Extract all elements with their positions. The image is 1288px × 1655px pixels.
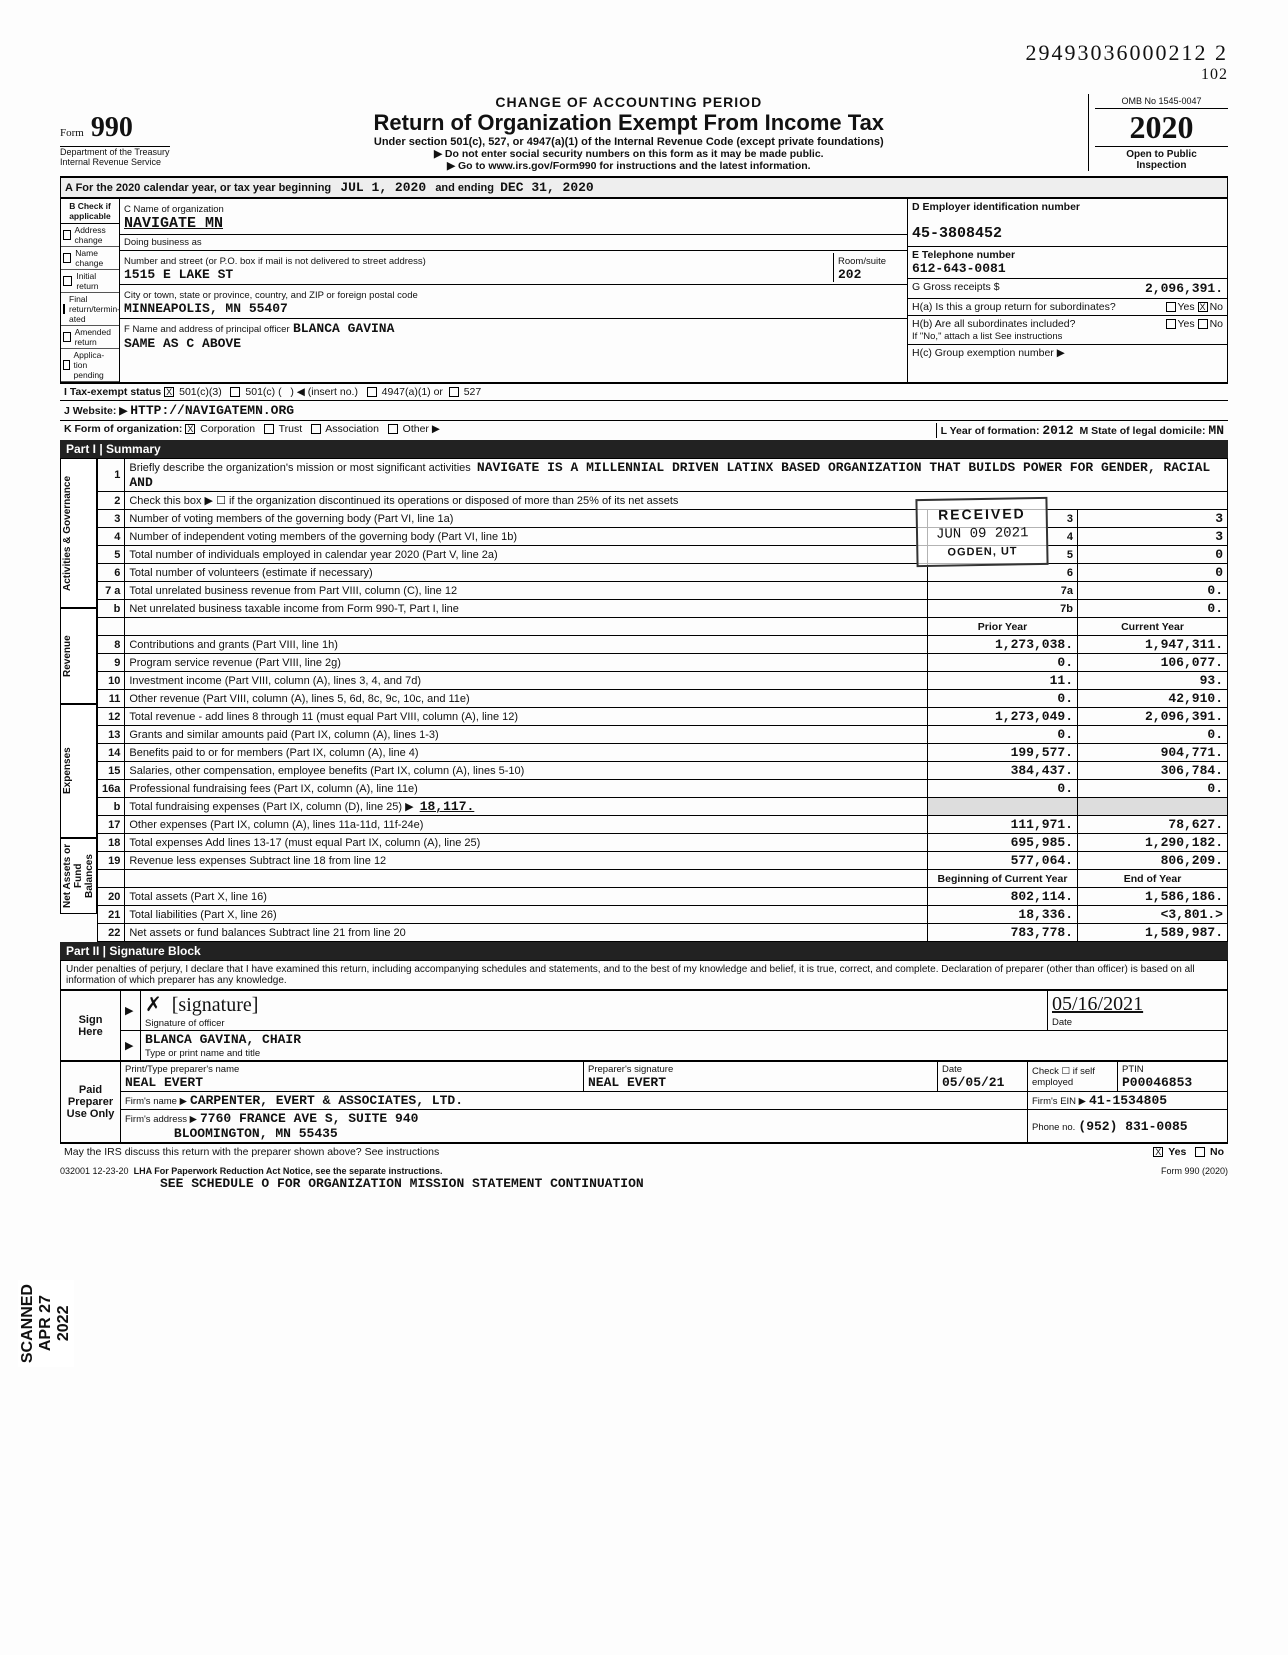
stamp-main: 29493036000212 2 [1026,40,1229,65]
room: 202 [838,267,861,282]
hb: H(b) Are all subordinates included? [912,318,1075,330]
line2: Check this box ▶ ☐ if the organization d… [125,492,1228,510]
e-label: E Telephone number [912,249,1015,261]
ha: H(a) Is this a group return for subordin… [912,301,1116,313]
city: MINNEAPOLIS, MN 55407 [124,301,288,316]
note2: ▶ Go to www.irs.gov/Form990 for instruct… [180,160,1078,172]
discuss-line: May the IRS discuss this return with the… [60,1143,1228,1160]
b-app[interactable]: Applica-tion pending [74,350,117,380]
website: HTTP://NAVIGATEMN.ORG [130,403,294,418]
firm-addr2: BLOOMINGTON, MN 55435 [174,1126,338,1141]
vlabel-netassets: Net Assets or Fund Balances [60,838,97,914]
tax-year: 2020 [1095,109,1228,146]
footer: 032001 12-23-20 LHA For Paperwork Reduct… [60,1160,1228,1176]
col-right: D Employer identification number 45-3808… [908,198,1228,383]
dept: Department of the Treasury Internal Reve… [60,146,170,167]
received-stamp: RECEIVED JUN 09 2021 OGDEN, UT [915,497,1049,567]
row-a-prefix: A For the 2020 calendar year, or tax yea… [65,182,331,194]
b-final[interactable]: Final return/termin-ated [69,294,120,324]
b-init[interactable]: Initial return [76,271,117,291]
col-c: C Name of organization NAVIGATE MN Doing… [120,198,908,383]
form-label: Form [60,127,84,139]
org-name: NAVIGATE MN [124,215,223,232]
row-a: A For the 2020 calendar year, or tax yea… [60,177,1228,198]
row-a-mid: and ending [435,182,494,194]
b-amend[interactable]: Amended return [75,327,117,347]
part1-body: Activities & Governance Revenue Expenses… [60,458,1228,942]
dba-label: Doing business as [120,235,907,251]
part2-header: Part II | Signature Block [60,942,1228,960]
prep-date: 05/05/21 [942,1075,1004,1090]
hb-note: If "No," attach a list See instructions [912,331,1062,342]
form-number-block: Form 990 Department of the Treasury Inte… [60,94,170,167]
change-period: CHANGE OF ACCOUNTING PERIOD [180,94,1078,110]
b-hdr: B Check if applicable [61,199,119,224]
preparer-table: Paid Preparer Use Only Print/Type prepar… [60,1061,1228,1143]
stamp-topright: 29493036000212 2 102 [60,40,1228,84]
line-k: K Form of organization: X Corporation Tr… [60,420,1228,440]
officer-name: BLANCA GAVINA, CHAIR [145,1032,301,1047]
sched-o: SEE SCHEDULE O FOR ORGANIZATION MISSION … [60,1176,1228,1191]
vlabel-expenses: Expenses [60,704,97,838]
sig-date: 05/16/2021 [1052,993,1143,1015]
hc: H(c) Group exemption number ▶ [908,345,1227,361]
header-titles: CHANGE OF ACCOUNTING PERIOD Return of Or… [180,94,1078,172]
stamp-sub: 102 [60,66,1228,84]
b-name[interactable]: Name change [75,248,117,268]
ein: 45-3808452 [912,225,1002,242]
g-label: G Gross receipts $ [912,281,1145,296]
addr-label: Number and street (or P.O. box if mail i… [124,256,426,267]
prep-sig: NEAL EVERT [588,1075,666,1090]
section-bcd: B Check if applicable Address change Nam… [60,198,1228,383]
part1-header: Part I | Summary [60,440,1228,458]
firm-phone: (952) 831-0085 [1078,1119,1187,1134]
paid-label: Paid Preparer Use Only [61,1062,121,1143]
open-public: Open to Public Inspection [1095,146,1228,171]
d-label: D Employer identification number [912,201,1080,213]
g-val: 2,096,391. [1145,281,1223,296]
city-label: City or town, state or province, country… [124,290,418,301]
phone: 612-643-0081 [912,261,1006,276]
subtitle: Under section 501(c), 527, or 4947(a)(1)… [180,136,1078,148]
signature-table: Sign Here ▶ ✗ [signature] Signature of o… [60,990,1228,1061]
form-header: Form 990 Department of the Treasury Inte… [60,94,1228,177]
col-b: B Check if applicable Address change Nam… [60,198,120,383]
header-right: OMB No 1545-0047 2020 Open to Public Ins… [1088,94,1228,171]
addr: 1515 E LAKE ST [124,267,233,282]
return-title: Return of Organization Exempt From Incom… [180,110,1078,136]
omb: OMB No 1545-0047 [1095,94,1228,109]
f-name: BLANCA GAVINA [293,321,394,336]
firm-addr1: 7760 FRANCE AVE S, SUITE 940 [200,1111,418,1126]
firm-name: CARPENTER, EVERT & ASSOCIATES, LTD. [190,1093,463,1108]
sign-here: Sign Here [61,991,121,1061]
perjury: Under penalties of perjury, I declare th… [60,960,1228,990]
f-addr: SAME AS C ABOVE [124,336,241,351]
row-a-begin: JUL 1, 2020 [340,180,426,195]
line-j: J Website: ▶ HTTP://NAVIGATEMN.ORG [60,400,1228,420]
firm-ein: 41-1534805 [1089,1093,1167,1108]
vlabel-revenue: Revenue [60,608,97,704]
b-addr[interactable]: Address change [75,225,117,245]
ptin: P00046853 [1122,1075,1192,1090]
officer-sig: ✗ [signature] [145,994,258,1016]
summary-table: 1 Briefly describe the organization's mi… [97,458,1228,942]
room-label: Room/suite [838,256,886,267]
row-a-end: DEC 31, 2020 [500,180,594,195]
note1: ▶ Do not enter social security numbers o… [180,148,1078,160]
vlabel-activities: Activities & Governance [60,458,97,608]
prep-name: NEAL EVERT [125,1075,203,1090]
form-number: 990 [91,112,133,143]
line-i: I Tax-exempt status X 501(c)(3) 501(c) (… [60,383,1228,400]
f-label: F Name and address of principal officer [124,324,290,335]
scanned-stamp: SCANNED APR 27 2022 [18,1280,74,1367]
c-label: C Name of organization [124,204,224,215]
